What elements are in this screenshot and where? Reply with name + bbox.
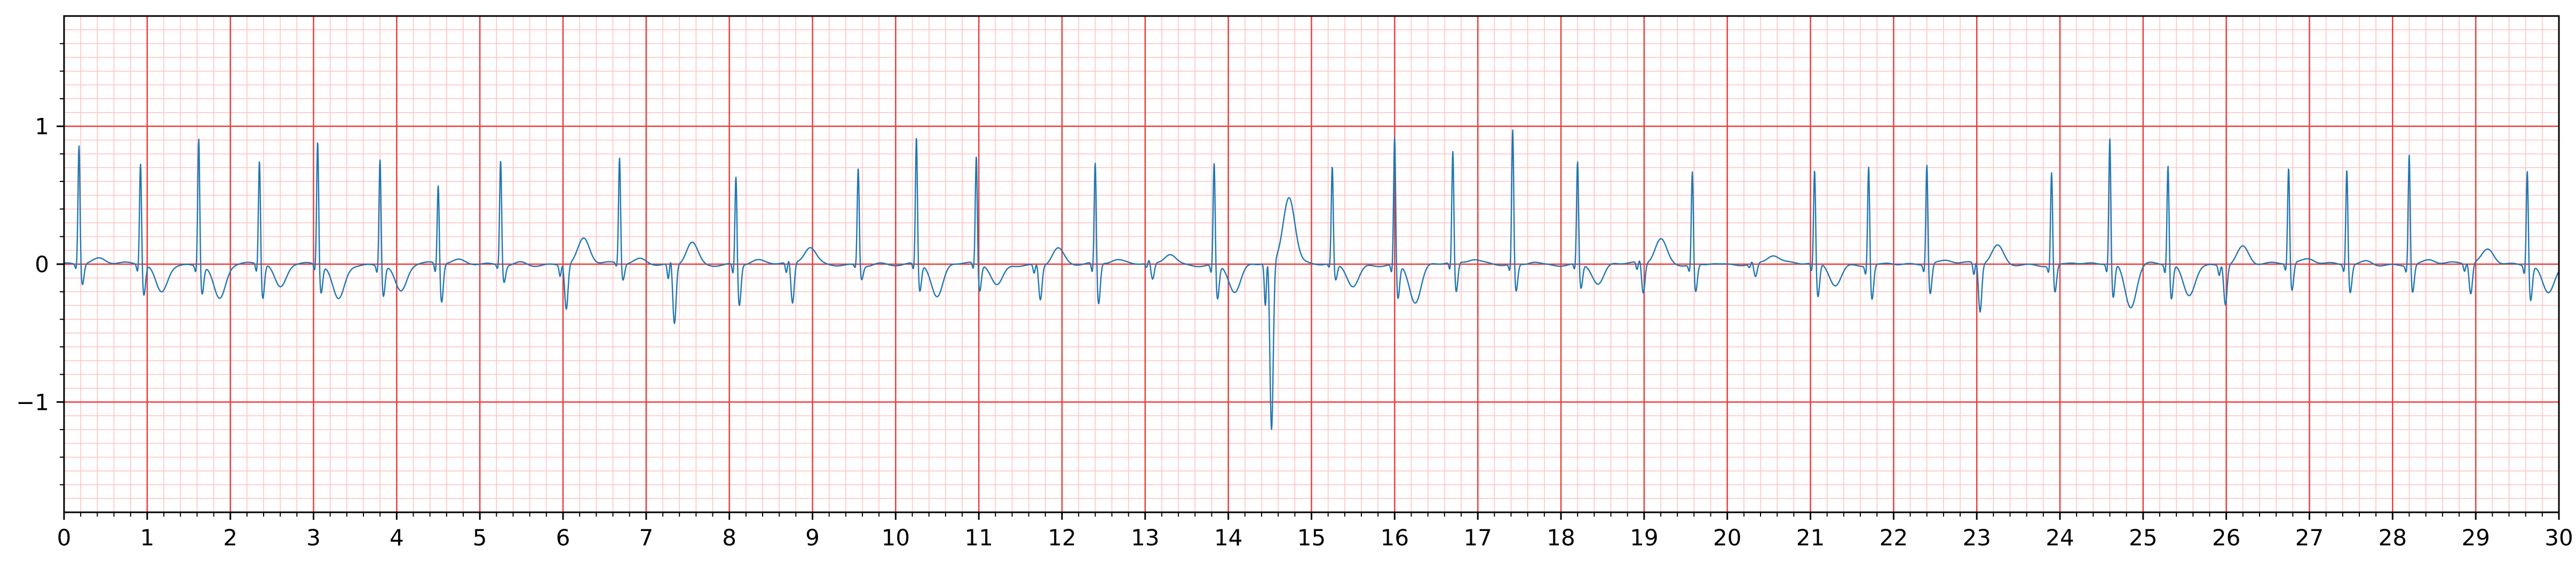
x-tick-label: 18 <box>1547 525 1575 551</box>
x-tick-label: 2 <box>223 525 237 551</box>
major-grid <box>63 16 2560 512</box>
x-tick-label: 6 <box>556 525 570 551</box>
x-tick-label: 17 <box>1463 525 1492 551</box>
x-tick-label: 0 <box>57 525 72 551</box>
x-tick-label: 16 <box>1381 525 1409 551</box>
x-tick-label: 3 <box>306 525 321 551</box>
x-tick-label: 9 <box>805 525 820 551</box>
x-tick-label: 26 <box>2212 525 2240 551</box>
x-tick-label: 12 <box>1048 525 1076 551</box>
x-tick-label: 22 <box>1880 525 1908 551</box>
x-tick-label: 4 <box>390 525 404 551</box>
x-tick-label: 11 <box>964 525 993 551</box>
y-tick-label: 0 <box>35 251 49 277</box>
x-tick-label: 13 <box>1131 525 1159 551</box>
y-tick-label: −1 <box>16 389 49 415</box>
x-tick-label: 27 <box>2295 525 2324 551</box>
x-tick-label: 5 <box>473 525 487 551</box>
x-tick-label: 19 <box>1630 525 1658 551</box>
x-tick-label: 15 <box>1297 525 1326 551</box>
x-tick-label: 25 <box>2129 525 2157 551</box>
x-tick-label: 14 <box>1214 525 1242 551</box>
x-tick-label: 23 <box>1962 525 1991 551</box>
x-tick-label: 24 <box>2046 525 2074 551</box>
x-tick-label: 10 <box>882 525 910 551</box>
x-tick-label: 7 <box>639 525 653 551</box>
ecg-series-line <box>64 129 2560 430</box>
x-tick-label: 28 <box>2379 525 2407 551</box>
y-tick-label: 1 <box>35 114 49 140</box>
y-axis: 1 0 −1 <box>16 43 64 486</box>
x-tick-label: 30 <box>2545 525 2573 551</box>
x-tick-label: 20 <box>1713 525 1741 551</box>
x-tick-label: 29 <box>2461 525 2490 551</box>
x-axis: 0 1 2 3 4 5 6 7 8 9 10 11 12 13 14 15 16 17 18 19 20 21 22 23 24… <box>57 512 2573 551</box>
x-tick-label: 21 <box>1796 525 1825 551</box>
x-tick-label: 1 <box>140 525 154 551</box>
x-tick-label: 8 <box>722 525 736 551</box>
ecg-trace <box>64 129 2560 430</box>
